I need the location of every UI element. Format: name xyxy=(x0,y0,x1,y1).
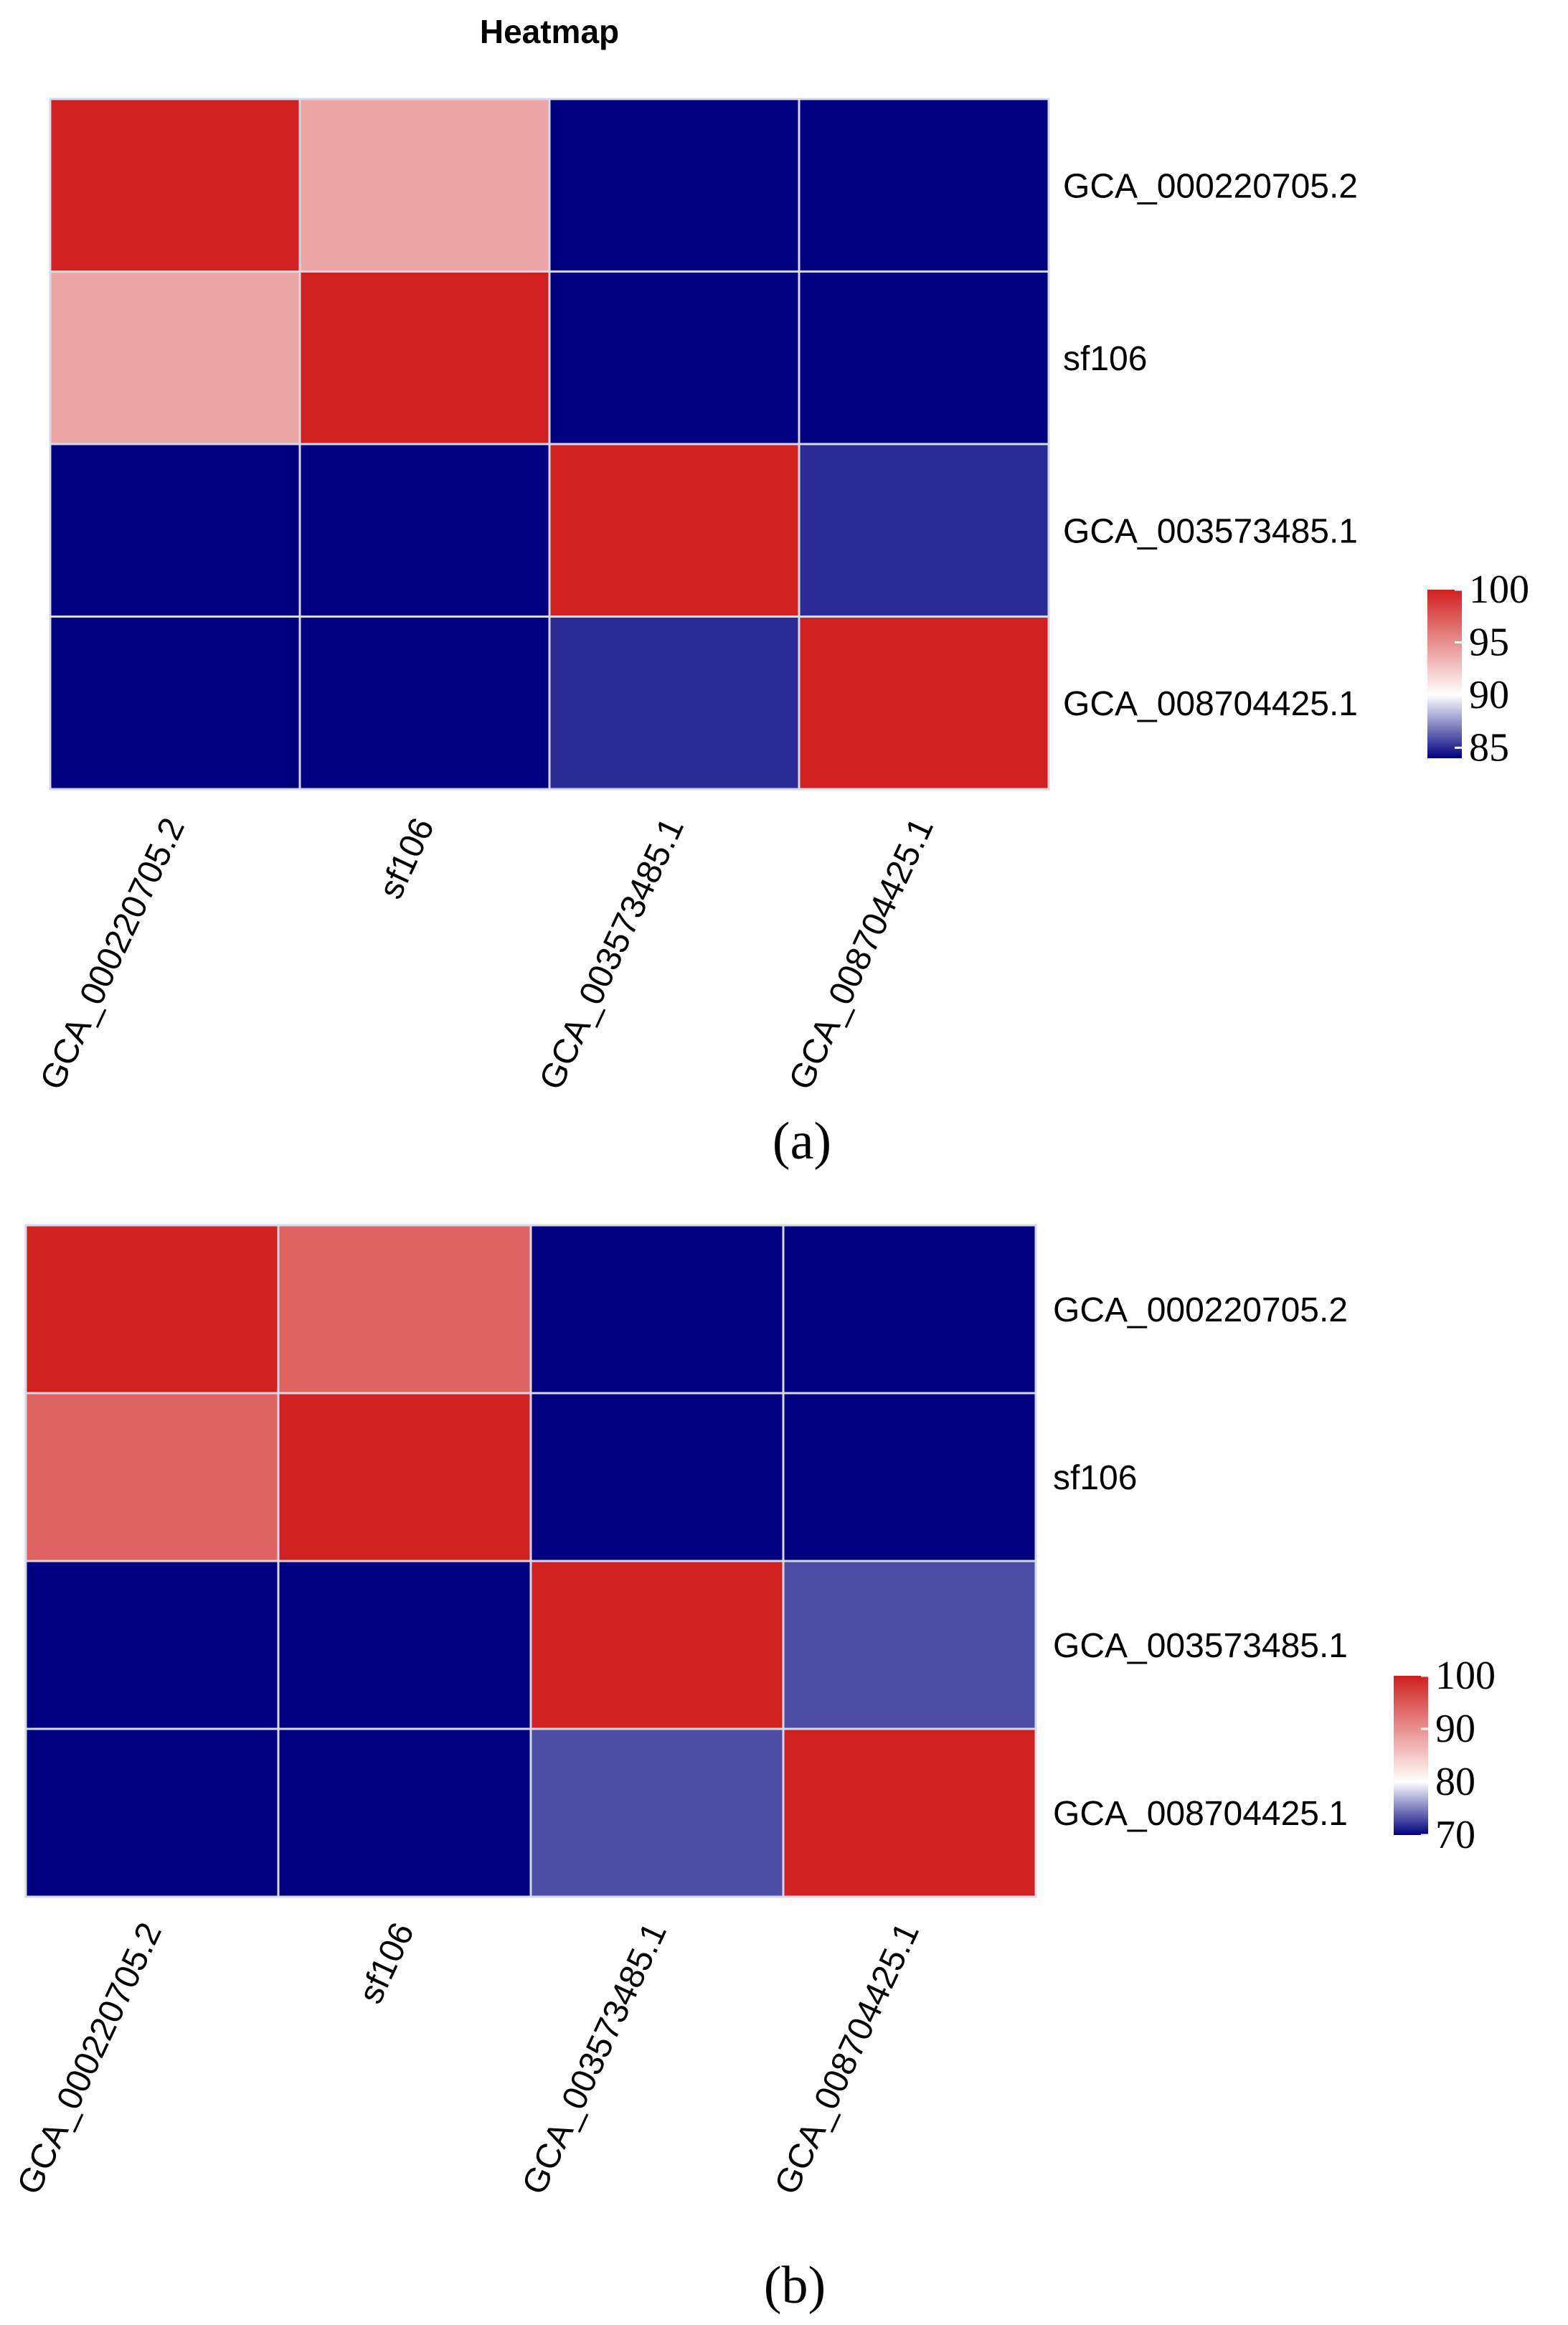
heatmap-cell-r2-c2 xyxy=(548,443,800,618)
heatmap-cell-r3-c2 xyxy=(529,1727,785,1898)
row-label: sf106 xyxy=(1063,340,1147,378)
heatmap-cell-r0-c2 xyxy=(548,98,800,273)
legend-colorbar xyxy=(1427,590,1462,758)
heatmap-cell-r2-c0 xyxy=(24,1560,280,1730)
heatmap-cell-r3-c1 xyxy=(298,616,551,791)
heatmap-cell-r2-c3 xyxy=(798,443,1050,618)
heatmap-cell-r3-c1 xyxy=(277,1727,532,1898)
legend-tick-label: 70 xyxy=(1435,1813,1475,1857)
column-label: sf106 xyxy=(351,1917,422,2009)
row-label: GCA_000220705.2 xyxy=(1063,167,1358,205)
heatmap-cell-r2-c1 xyxy=(298,443,551,618)
heatmap-cell-r1-c2 xyxy=(548,270,800,445)
heatmap-cell-r3-c3 xyxy=(782,1727,1037,1898)
legend-tick-label: 100 xyxy=(1435,1654,1496,1698)
heatmap-cell-r3-c0 xyxy=(49,616,301,791)
column-label: GCA_003573485.1 xyxy=(515,1917,674,2200)
row-label: GCA_000220705.2 xyxy=(1053,1291,1348,1329)
heatmap-b: GCA_000220705.2 sf106 GCA_003573485.1 GCA_0… xyxy=(10,1224,1496,2315)
heatmap-cell-r1-c0 xyxy=(24,1392,280,1562)
legend-tick-label: 80 xyxy=(1435,1760,1475,1804)
heatmap-cell-r0-c0 xyxy=(49,98,301,273)
panel-label: (a) xyxy=(773,1112,831,1171)
legend-tick-label: 90 xyxy=(1435,1707,1475,1751)
heatmap-cell-r2-c0 xyxy=(49,443,301,618)
heatmap-cell-r1-c3 xyxy=(782,1392,1037,1562)
legend-tick-label: 85 xyxy=(1469,725,1509,770)
heatmap-cell-r2-c1 xyxy=(277,1560,532,1730)
heatmap-cell-r3-c0 xyxy=(24,1727,280,1898)
heatmap-cell-r0-c3 xyxy=(798,98,1050,273)
heatmap-a: Heatmap GCA_000220705.2 sf106 GCA_003573485… xyxy=(33,13,1529,1171)
heatmap-cell-r0-c1 xyxy=(298,98,551,273)
column-label: GCA_008704425.1 xyxy=(768,1917,927,2200)
heatmap-cell-r1-c1 xyxy=(298,270,551,445)
heatmap-cell-r1-c3 xyxy=(798,270,1050,445)
column-label: GCA_000220705.2 xyxy=(33,812,192,1095)
heatmap-cell-r0-c2 xyxy=(529,1224,785,1395)
column-label: GCA_003573485.1 xyxy=(532,812,691,1095)
legend-colorbar xyxy=(1394,1676,1428,1835)
chart-title: Heatmap xyxy=(480,13,619,50)
heatmap-cell-r3-c2 xyxy=(548,616,800,791)
legend-tick-label: 95 xyxy=(1469,620,1509,664)
heatmap-cell-r2-c2 xyxy=(529,1560,785,1730)
row-label: GCA_008704425.1 xyxy=(1053,1795,1348,1833)
panel-label: (b) xyxy=(764,2256,826,2315)
heatmap-cell-r1-c1 xyxy=(277,1392,532,1562)
heatmap-cell-r1-c0 xyxy=(49,270,301,445)
row-label: GCA_003573485.1 xyxy=(1063,512,1358,550)
heatmap-cell-r0-c1 xyxy=(277,1224,532,1395)
heatmap-cell-r0-c3 xyxy=(782,1224,1037,1395)
heatmap-cell-r1-c2 xyxy=(529,1392,785,1562)
legend-tick-label: 100 xyxy=(1469,567,1529,612)
row-label: GCA_003573485.1 xyxy=(1053,1627,1348,1665)
heatmap-cell-r3-c3 xyxy=(798,616,1050,791)
heatmap-cell-r2-c3 xyxy=(782,1560,1037,1730)
row-label: sf106 xyxy=(1053,1459,1137,1497)
column-label: GCA_008704425.1 xyxy=(782,812,941,1095)
legend-tick-label: 90 xyxy=(1469,673,1509,717)
row-label: GCA_008704425.1 xyxy=(1063,685,1358,723)
column-label: GCA_000220705.2 xyxy=(10,1917,169,2200)
column-label: sf106 xyxy=(372,812,442,905)
heatmap-cell-r0-c0 xyxy=(24,1224,280,1395)
